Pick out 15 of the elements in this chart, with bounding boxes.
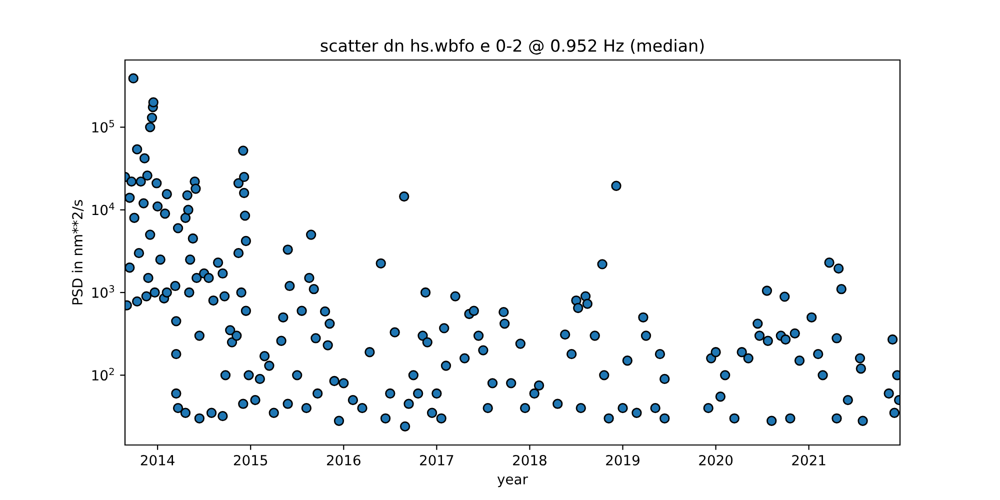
- x-tick-label: 2017: [420, 454, 454, 466]
- y-axis-title: PSD in nm**2/s: [72, 200, 84, 304]
- x-axis-title: year: [497, 476, 528, 488]
- y-tick-label: 10$^{3}$: [92, 285, 114, 298]
- chart-title: scatter dn hs.wbfo e 0-2 @ 0.952 Hz (median): [320, 39, 704, 55]
- x-tick-label: 2014: [140, 454, 174, 466]
- x-tick-label: 2016: [326, 454, 360, 466]
- y-tick-label: 10$^{5}$: [92, 120, 114, 133]
- y-tick-label: 10$^{2}$: [92, 368, 114, 381]
- x-tick-label: 2019: [606, 454, 640, 466]
- y-tick-label: 10$^{4}$: [92, 202, 114, 216]
- x-tick-label: 2018: [513, 454, 546, 466]
- x-tick-label: 2020: [699, 454, 733, 466]
- x-tick-label: 2021: [792, 454, 826, 466]
- x-tick-label: 2015: [234, 454, 268, 466]
